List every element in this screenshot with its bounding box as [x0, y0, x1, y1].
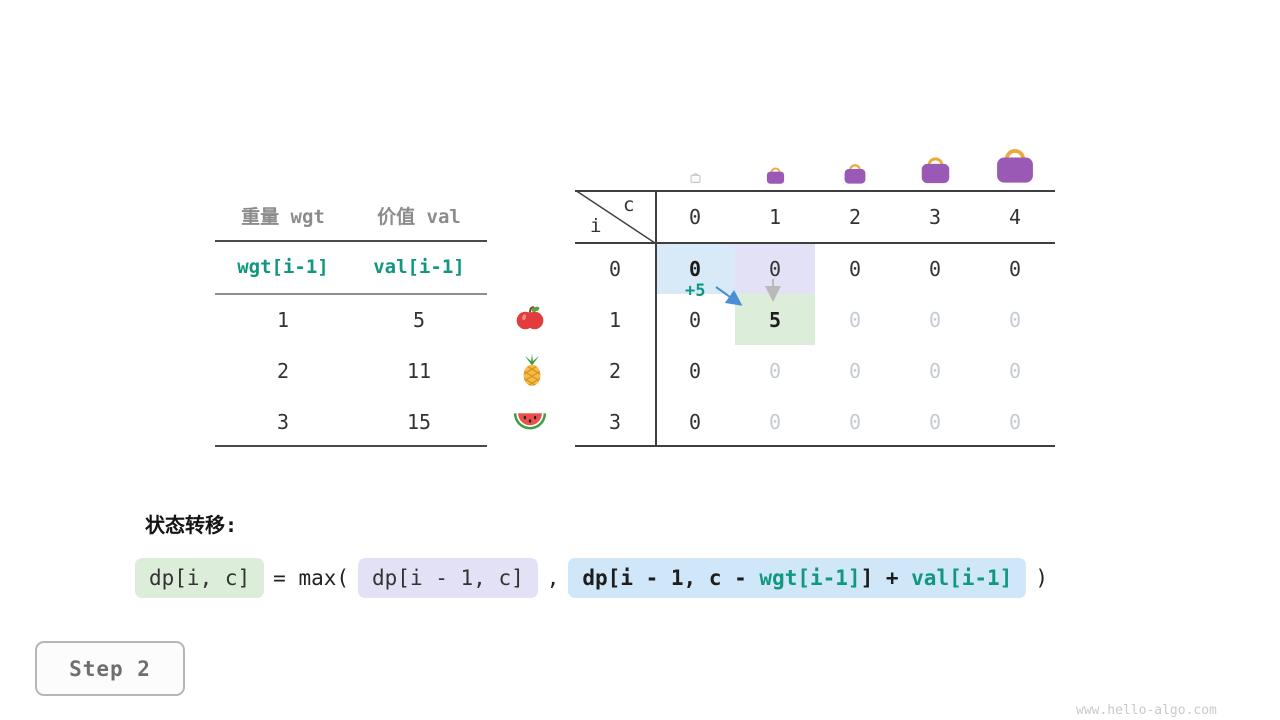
dp-cell-r3-c0: 0: [688, 409, 702, 434]
value-index-label: val[i-1]: [373, 256, 465, 278]
dp-cell-r1-c1: 5: [735, 294, 815, 345]
dp-col-header-3: 3: [928, 204, 942, 229]
divider: [215, 445, 487, 447]
dp-col-header-1: 1: [768, 204, 782, 229]
dp-cell-r3-c1: 0: [768, 409, 782, 434]
bag-large-icon: [917, 152, 954, 187]
dp-cell-r3-c4: 0: [1008, 409, 1022, 434]
item-3-weight: 3: [276, 409, 290, 434]
dp-row-header-3: 3: [608, 409, 622, 434]
dp-cell-r2-c0: 0: [688, 358, 702, 383]
apple-icon: [515, 303, 545, 337]
formula-equals-max: = max(: [273, 566, 350, 590]
dp-cell-r0-c0: 0: [655, 243, 735, 294]
bag-small-icon: [764, 164, 787, 187]
formula-close-paren: ): [1035, 566, 1048, 590]
item-row-2: 2 11: [215, 345, 487, 396]
dp-col-header-2: 2: [848, 204, 862, 229]
divider: [215, 240, 487, 242]
formula-take-wgt: wgt[i-1]: [759, 566, 861, 590]
dp-col-header-0: 0: [688, 204, 702, 229]
step-badge: Step 2: [35, 641, 185, 696]
item-1-weight: 1: [276, 307, 290, 332]
dp-cell-r2-c3: 0: [928, 358, 942, 383]
divider: [655, 190, 657, 447]
divider: [575, 190, 1055, 192]
capacity-bags-row: [575, 126, 1055, 187]
dp-cell-r0-c2: 0: [848, 256, 862, 281]
transition-value-label: +5: [685, 281, 706, 301]
dp-cell-r2-c2: 0: [848, 358, 862, 383]
formula-comma: ,: [546, 566, 560, 590]
bag-xlarge-icon: [991, 142, 1039, 187]
dp-cell-r1-c3: 0: [928, 307, 942, 332]
item-row-1: 1 5: [215, 294, 487, 345]
corner-col-label: c: [623, 194, 635, 216]
weight-column-header: 重量 wgt: [241, 205, 325, 228]
formula-take-val: val[i-1]: [911, 566, 1013, 590]
dp-row-header-2: 2: [608, 358, 622, 383]
item-row-3: 3 15: [215, 396, 487, 447]
value-column-header: 价值 val: [377, 205, 461, 228]
corner-diagonal: [575, 190, 655, 243]
dp-cell-r0-c1: 0: [735, 243, 815, 294]
formula-take-plus: +: [873, 566, 912, 590]
formula-dp-take-chip: dp[i - 1, c - wgt[i-1]] + val[i-1]: [568, 558, 1027, 598]
items-table-index-row: wgt[i-1] val[i-1]: [215, 240, 487, 294]
dp-cell-r0-c4: 0: [1008, 256, 1022, 281]
state-transition-formula: dp[i, c] = max( dp[i - 1, c] , dp[i - 1,…: [135, 558, 1048, 598]
pineapple-icon: [517, 353, 547, 391]
formula-dp-skip-chip: dp[i - 1, c]: [358, 558, 538, 598]
item-3-value: 15: [406, 409, 432, 434]
formula-take-bracket: ]: [860, 566, 874, 590]
weight-index-label: wgt[i-1]: [237, 256, 329, 278]
state-transition-label: 状态转移:: [145, 513, 238, 537]
dp-corner-cell: c i: [575, 190, 655, 243]
item-2-value: 11: [406, 358, 432, 383]
dp-row-header-1: 1: [608, 307, 622, 332]
items-table: 重量 wgt 价值 val wgt[i-1] val[i-1] 1 5 2 11…: [215, 190, 487, 447]
item-1-value: 5: [412, 307, 426, 332]
bag-outline-icon: [688, 170, 703, 187]
divider: [575, 242, 1055, 244]
dp-cell-r3-c3: 0: [928, 409, 942, 434]
dp-cell-r0-c3: 0: [928, 256, 942, 281]
divider: [215, 293, 487, 295]
dp-cell-r1-c2: 0: [848, 307, 862, 332]
dp-row-header-0: 0: [608, 256, 622, 281]
corner-row-label: i: [590, 215, 602, 237]
dp-cell-r3-c2: 0: [848, 409, 862, 434]
items-table-header: 重量 wgt 价值 val: [215, 190, 487, 240]
dp-cell-r1-c4: 0: [1008, 307, 1022, 332]
watermelon-icon: [513, 410, 547, 436]
bag-medium-icon: [841, 160, 869, 187]
dp-cell-r2-c4: 0: [1008, 358, 1022, 383]
dp-cell-r1-c0: 0: [688, 307, 702, 332]
item-2-weight: 2: [276, 358, 290, 383]
formula-dp-current-chip: dp[i, c]: [135, 558, 265, 598]
dp-table: c i 0 1 2 3 4 0 0 0 0 0 0 1 0 5 0 0 0 2 …: [575, 190, 1055, 447]
dp-cell-r2-c1: 0: [768, 358, 782, 383]
divider: [575, 445, 1055, 447]
dp-col-header-4: 4: [1008, 204, 1022, 229]
formula-take-prefix: dp[i - 1, c -: [582, 566, 760, 590]
watermark: www.hello-algo.com: [1076, 703, 1217, 718]
